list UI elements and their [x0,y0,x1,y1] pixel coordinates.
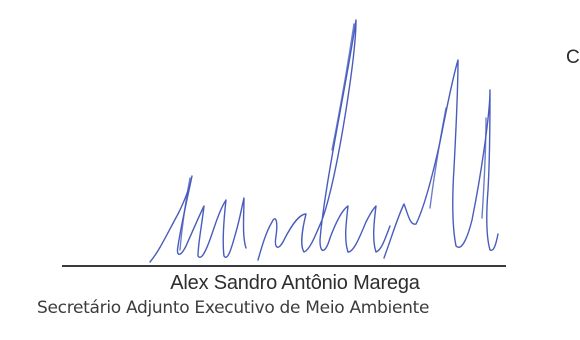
cropped-text-fragment: C [566,47,580,68]
signature-line [62,265,506,267]
signer-role: Secretário Adjunto Executivo de Meio Amb… [37,298,430,318]
signer-name: Alex Sandro Antônio Marega [170,272,420,294]
